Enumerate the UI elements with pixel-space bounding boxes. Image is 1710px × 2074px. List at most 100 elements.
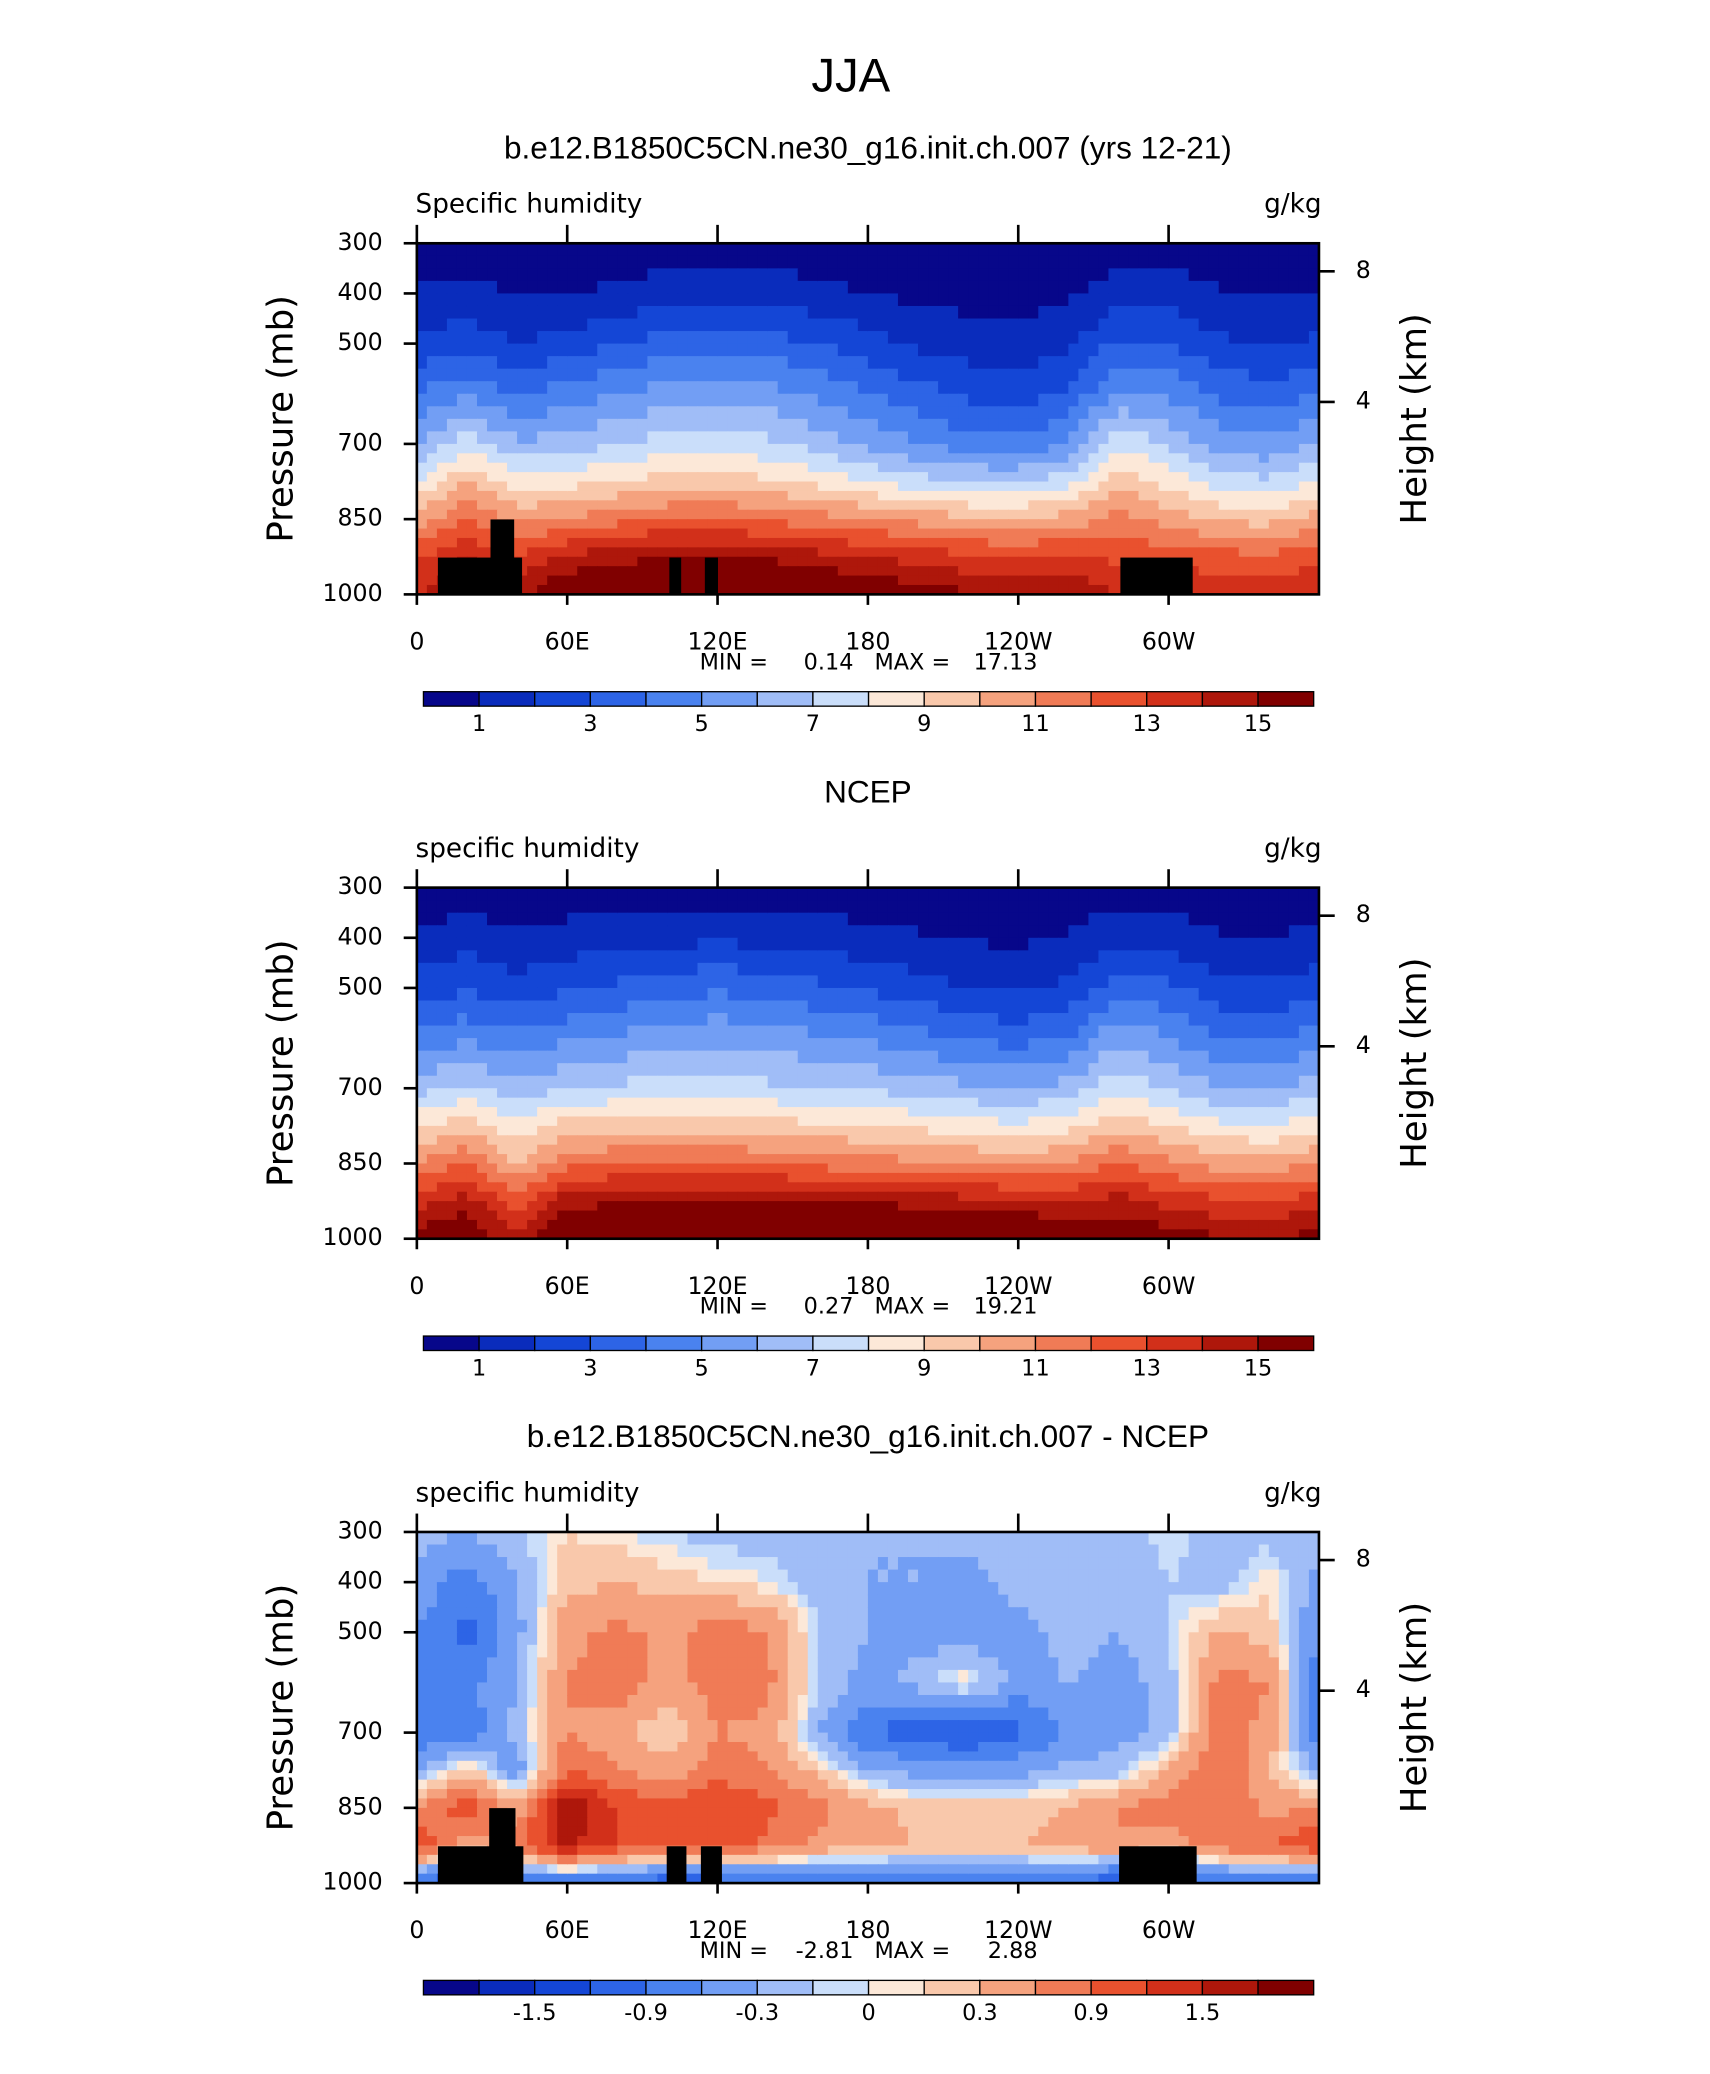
contour-cell <box>697 987 709 1002</box>
contour-cell <box>777 509 789 520</box>
contour-cell <box>1198 393 1210 408</box>
contour-cell <box>1208 453 1220 464</box>
contour-cell <box>1268 528 1280 539</box>
contour-cell <box>797 1107 809 1118</box>
contour-cell <box>607 243 619 257</box>
contour-cell <box>918 547 929 558</box>
contour-cell <box>1298 584 1310 596</box>
contour-cell <box>577 1013 589 1027</box>
contour-cell <box>456 1013 468 1027</box>
contour-cell <box>938 950 949 964</box>
contour-cell <box>1178 472 1190 483</box>
contour-cell <box>1128 912 1140 927</box>
contour-cell <box>436 1097 448 1108</box>
contour-cell <box>426 500 438 511</box>
contour-cell <box>657 1135 669 1146</box>
contour-cell <box>487 887 498 901</box>
contour-cell <box>827 255 839 270</box>
contour-cell <box>426 343 438 357</box>
contour-cell <box>627 975 639 989</box>
contour-cell <box>757 1154 769 1165</box>
contour-cell <box>487 1154 498 1165</box>
contour-cell <box>557 556 568 567</box>
x-tick-label: 180 <box>845 628 890 656</box>
contour-cell <box>777 1000 789 1014</box>
contour-cell <box>1148 462 1160 473</box>
contour-cell <box>887 1116 899 1127</box>
contour-cell <box>1248 255 1260 270</box>
contour-cell <box>1258 575 1270 586</box>
contour-cell <box>677 1013 689 1027</box>
contour-cell <box>1118 975 1130 989</box>
contour-cell <box>426 566 438 577</box>
contour-cell <box>567 393 579 408</box>
contour-cell <box>777 490 789 502</box>
contour-cell <box>1088 343 1100 357</box>
contour-cell <box>918 575 929 586</box>
contour-cell <box>1038 1088 1050 1099</box>
contour-cell <box>577 925 589 939</box>
contour-cell <box>1118 318 1130 332</box>
contour-cell <box>907 443 919 455</box>
contour-cell <box>1198 1063 1210 1077</box>
contour-cell <box>1308 331 1320 345</box>
contour-cell <box>717 1088 729 1099</box>
contour-cell <box>1308 887 1320 901</box>
contour-cell <box>737 481 749 492</box>
contour-cell <box>1018 1097 1030 1108</box>
contour-cell <box>1148 537 1160 549</box>
contour-cell <box>497 490 508 502</box>
contour-cell <box>1188 1107 1200 1118</box>
contour-cell <box>557 431 568 445</box>
contour-cell <box>807 566 819 577</box>
contour-cell <box>978 356 989 370</box>
contour-cell <box>487 431 498 445</box>
contour-cell <box>1288 431 1300 445</box>
contour-cell <box>968 1116 979 1127</box>
contour-cell <box>1158 1050 1170 1064</box>
contour-cell <box>557 575 568 586</box>
contour-cell <box>737 381 749 395</box>
contour-cell <box>998 318 1010 332</box>
contour-cell <box>998 537 1010 549</box>
contour-cell <box>747 453 759 464</box>
contour-cell <box>807 280 819 295</box>
contour-cell <box>1278 547 1290 558</box>
contour-cell <box>817 537 829 549</box>
contour-cell <box>607 443 619 455</box>
contour-cell <box>1208 280 1220 295</box>
contour-cell <box>807 1063 819 1077</box>
contour-cell <box>1098 343 1110 357</box>
contour-cell <box>1248 1075 1260 1090</box>
contour-cell <box>456 537 468 549</box>
contour-cell <box>567 331 579 345</box>
contour-cell <box>847 381 859 395</box>
contour-cell <box>867 406 879 420</box>
contour-cell <box>1218 243 1230 257</box>
contour-cell <box>456 987 468 1002</box>
contour-cell <box>817 500 829 511</box>
contour-cell <box>1028 1013 1040 1027</box>
contour-cell <box>547 418 558 433</box>
contour-cell <box>517 343 528 357</box>
contour-cell <box>537 1116 548 1127</box>
contour-cell <box>1208 1116 1220 1127</box>
contour-cell <box>1038 305 1050 320</box>
contour-cell <box>737 368 749 383</box>
contour-cell <box>1048 887 1060 901</box>
contour-cell <box>456 356 468 370</box>
contour-cell <box>787 537 799 549</box>
contour-cell <box>1228 243 1240 257</box>
contour-cell <box>787 381 799 395</box>
contour-cell <box>938 975 949 989</box>
contour-cell <box>697 1063 709 1077</box>
contour-cell <box>547 1038 558 1052</box>
contour-cell <box>667 1000 679 1014</box>
contour-cell <box>998 1063 1010 1077</box>
contour-cell <box>1238 584 1250 596</box>
contour-cell <box>847 584 859 596</box>
contour-cell <box>1148 393 1160 408</box>
contour-cell <box>557 509 568 520</box>
contour-cell <box>677 937 689 952</box>
